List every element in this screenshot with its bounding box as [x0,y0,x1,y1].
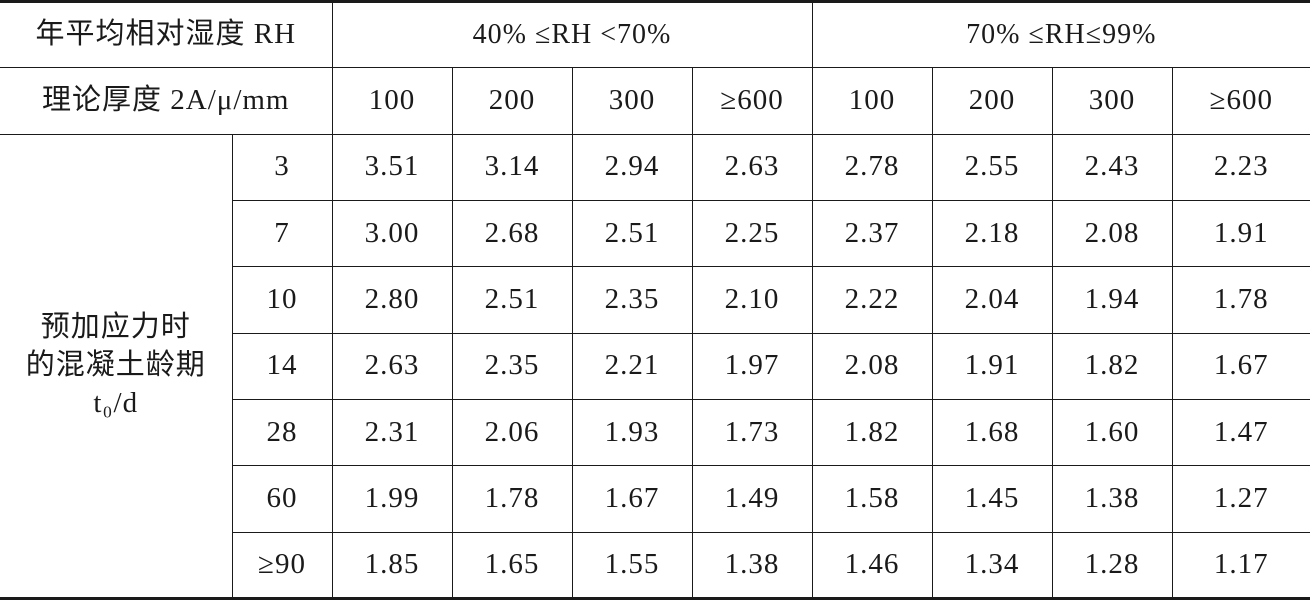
value: 2.08 [1051,199,1173,268]
value: 2.35 [451,332,573,400]
thickness: 300 [571,67,693,135]
value: 1.91 [1171,199,1310,268]
label-line: 预加应力时 [40,311,191,344]
value: 2.25 [691,199,813,268]
value: 2.37 [811,199,933,268]
age: ≥90 [232,531,333,599]
value: 2.63 [691,133,813,201]
value: 2.23 [1171,133,1310,201]
value: 1.73 [691,398,813,467]
value: 1.85 [331,531,453,599]
value: 1.17 [1171,531,1310,599]
value: 1.99 [331,465,453,533]
table-row: 预加应力时 的混凝土龄期 t₀/d 3 3.51 3.14 2.94 2.63 2.78 2.55… [0,133,1310,600]
thickness: ≥600 [1171,67,1310,135]
value: 2.35 [571,266,693,334]
table-row: 10 2.80 2.51 2.35 2.10 2.22 2.04 1.94 1.78 [0,266,1310,334]
value: 2.04 [931,266,1053,334]
value: 2.55 [931,133,1053,201]
value: 2.43 [1051,133,1173,201]
value: 3.14 [451,133,573,201]
value: 1.34 [931,531,1053,599]
value: 1.91 [931,332,1053,400]
value: 1.68 [931,398,1053,467]
table-row: 60 1.99 1.78 1.67 1.49 1.58 1.45 1.38 1.27 [0,465,1310,533]
value: 2.10 [691,266,813,334]
thickness: 100 [331,67,453,135]
value: 2.94 [571,133,693,201]
table-row: 14 2.63 2.35 2.21 1.97 2.08 1.91 1.82 1.67 [0,332,1310,400]
value: 2.63 [331,332,453,400]
value: 1.67 [1171,332,1310,400]
value: 1.27 [1171,465,1310,533]
thickness: 200 [451,67,573,135]
value: 1.38 [691,531,813,599]
value: 1.49 [691,465,813,533]
value: 2.51 [571,199,693,268]
rh-group: 70% ≤RH≤99% [811,1,1310,69]
value: 2.80 [331,266,453,334]
value: 1.78 [451,465,573,533]
value: 2.21 [571,332,693,400]
age: 3 [231,133,333,201]
value: 1.78 [1171,266,1310,334]
value: 1.67 [571,465,693,533]
thickness: 200 [931,67,1053,135]
value: 1.60 [1051,398,1173,467]
thickness: 100 [811,67,933,135]
thickness-label: 理论厚度 2A/μ/mm [0,67,333,135]
value: 1.45 [931,465,1053,533]
rh-group: 40% ≤RH <70% [331,1,813,69]
value: 3.00 [331,199,453,268]
table-row: 年平均相对湿度 RH 40% ≤RH <70% 70% ≤RH≤99% [0,1,1310,69]
value: 2.18 [931,199,1053,268]
value: 2.06 [451,398,573,467]
value: 1.38 [1051,465,1173,533]
value: 1.28 [1051,531,1173,599]
value: 2.68 [451,199,573,268]
thickness: ≥600 [691,67,813,135]
age: 28 [232,398,333,467]
value: 1.65 [451,531,573,599]
table-row: ≥90 1.85 1.65 1.55 1.38 1.46 1.34 1.28 1.17 [0,531,1310,599]
value: 2.51 [451,266,573,334]
row-group-label: 预加应力时的混凝土龄期 t₀/d [0,133,233,600]
value: 2.22 [811,266,933,334]
label-line: 的混凝土龄期 [25,348,206,381]
value: 1.82 [1051,332,1173,400]
age: 14 [232,332,333,400]
value: 1.97 [691,332,813,400]
label-line: t₀/d [93,386,139,419]
age: 60 [232,465,333,533]
table-row: 理论厚度 2A/μ/mm 100 200 300 ≥600 100 200 300 ≥600 [0,67,1310,135]
value: 3.51 [331,133,453,201]
value: 2.78 [811,133,933,201]
value: 1.46 [811,531,933,599]
value: 1.82 [811,398,933,467]
rh-label: 年平均相对湿度 RH [0,1,333,69]
value: 2.08 [811,332,933,400]
value: 1.47 [1171,398,1310,467]
thickness: 300 [1051,67,1173,135]
age: 10 [232,266,333,334]
value: 1.55 [571,531,693,599]
value: 1.93 [571,398,693,467]
age: 7 [232,199,333,268]
value: 2.31 [331,398,453,467]
value: 1.58 [811,465,933,533]
table-row: 7 3.00 2.68 2.51 2.25 2.37 2.18 2.08 1.91 [0,199,1310,268]
value: 1.94 [1051,266,1173,334]
